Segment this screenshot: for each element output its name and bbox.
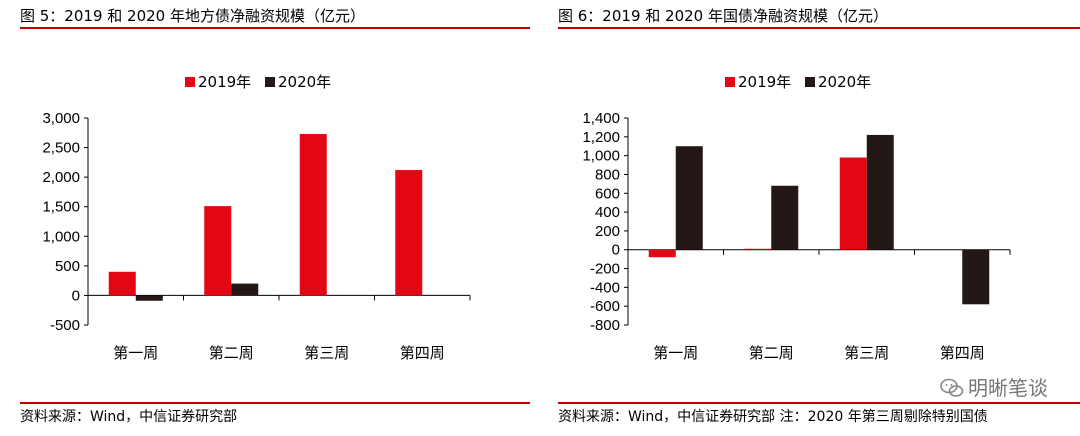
left-figure: 图 5：2019 和 2020 年地方债净融资规模（亿元） 2019年 2020年… bbox=[0, 0, 530, 436]
legend-swatch bbox=[725, 77, 735, 87]
y-tick-label: 2,000 bbox=[42, 169, 80, 186]
local-bond-chart: 2019年 2020年 -500 0 500 1,000 1,500 2,000 2,500 3,… bbox=[42, 73, 471, 362]
x-category-label: 第三周 bbox=[844, 344, 889, 362]
wechat-icon bbox=[940, 378, 964, 397]
bar bbox=[204, 206, 232, 296]
y-tick-label: 1,000 bbox=[42, 228, 80, 245]
y-tick-label: 600 bbox=[595, 185, 620, 202]
y-tick-label: -500 bbox=[50, 317, 80, 334]
title-rule bbox=[558, 27, 1080, 29]
x-category-label: 第一周 bbox=[113, 344, 158, 362]
legend-swatch bbox=[805, 77, 815, 87]
x-category-label: 第二周 bbox=[749, 344, 794, 362]
y-tick-label: 200 bbox=[595, 223, 620, 240]
x-category-label: 第四周 bbox=[400, 344, 445, 362]
bar bbox=[135, 295, 163, 301]
y-tick-label: 1,500 bbox=[42, 199, 80, 216]
y-tick-label: 400 bbox=[595, 204, 620, 221]
legend-label: 2019年 bbox=[738, 73, 791, 91]
legend-label: 2019年 bbox=[198, 73, 251, 91]
bar bbox=[648, 249, 676, 258]
y-tick-label: -600 bbox=[590, 298, 620, 315]
y-tick-label: 1,200 bbox=[582, 129, 620, 146]
legend-label: 2020年 bbox=[278, 73, 331, 91]
source-rule bbox=[558, 402, 1080, 404]
y-tick-label: 500 bbox=[55, 258, 80, 275]
y-tick-label: -400 bbox=[590, 279, 620, 296]
source-note: 资料来源：Wind，中信证券研究部 注：2020 年第三周剔除特别国债 bbox=[558, 409, 988, 425]
watermark: 明晰笔谈 bbox=[940, 372, 1048, 401]
figure-title: 图 5：2019 和 2020 年地方债净融资规模（亿元） bbox=[20, 7, 365, 25]
bar bbox=[744, 248, 772, 250]
y-tick-label: 3,000 bbox=[42, 110, 80, 127]
bar bbox=[839, 157, 867, 250]
bar bbox=[231, 283, 259, 296]
bar bbox=[866, 134, 894, 250]
source-rule bbox=[20, 402, 530, 404]
legend-swatch bbox=[265, 77, 275, 87]
bar bbox=[299, 133, 327, 296]
source-note: 资料来源：Wind，中信证券研究部 bbox=[20, 409, 238, 425]
y-tick-label: 1,000 bbox=[582, 148, 620, 165]
title-rule bbox=[20, 27, 530, 29]
bar bbox=[962, 249, 990, 305]
y-tick-label: 800 bbox=[595, 166, 620, 183]
treasury-bond-chart: 2019年 2020年-800-600-400-20002004006008001… bbox=[582, 73, 1011, 362]
y-tick-label: -800 bbox=[590, 317, 620, 334]
x-category-label: 第四周 bbox=[940, 344, 985, 362]
y-tick-label: 2,500 bbox=[42, 140, 80, 157]
figure-title: 图 6：2019 和 2020 年国债净融资规模（亿元） bbox=[558, 7, 888, 25]
bar bbox=[395, 170, 423, 296]
y-tick-label: 1,400 bbox=[582, 110, 620, 127]
y-tick-label: -200 bbox=[590, 261, 620, 278]
watermark-text: 明晰笔谈 bbox=[968, 376, 1048, 400]
legend-label: 2020年 bbox=[818, 73, 871, 91]
y-tick-label: 0 bbox=[72, 287, 80, 304]
x-category-label: 第二周 bbox=[209, 344, 254, 362]
bar bbox=[675, 146, 703, 250]
x-category-label: 第三周 bbox=[304, 344, 349, 362]
right-figure: 图 6：2019 和 2020 年国债净融资规模（亿元） 2019年 2020年 -… bbox=[552, 0, 1080, 436]
bar bbox=[108, 271, 136, 296]
x-category-label: 第一周 bbox=[653, 344, 698, 362]
y-tick-label: 0 bbox=[612, 242, 620, 259]
bar bbox=[771, 185, 799, 250]
legend-swatch bbox=[185, 77, 195, 87]
